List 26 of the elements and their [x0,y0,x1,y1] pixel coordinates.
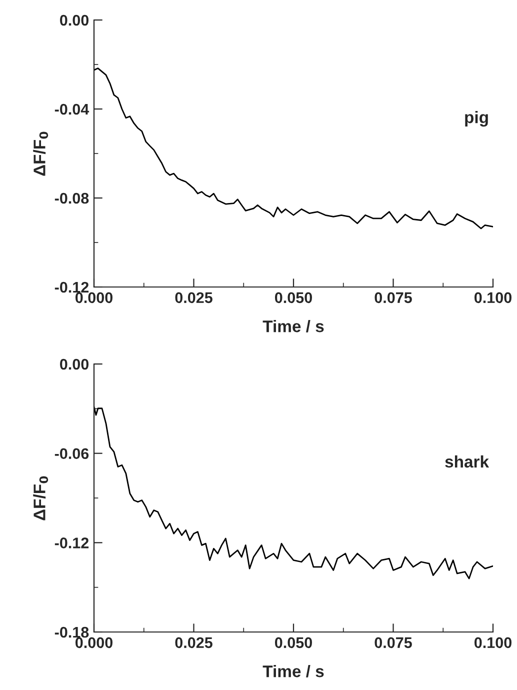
y-axis-title: ΔF/F$_{0}$ [33,476,48,520]
x-tick-label: 0.000 [75,637,112,648]
y-tick-label: -0.12 [54,282,89,293]
x-tick-label: 0.050 [274,637,312,648]
y-tick-label: -0.04 [54,104,90,115]
y-tick-label: -0.18 [54,626,89,638]
line-series [94,406,493,580]
x-tick-label: 0.025 [175,637,212,648]
y-tick-label: 0.00 [60,14,89,26]
x-tick-label: 0.000 [75,292,112,304]
x-axis-title: Time / s [262,320,324,332]
text: pig [465,110,488,127]
x-axis-title: Time / s [262,664,324,678]
y-axis-title: ΔF/F$_{0}$ [33,132,48,176]
line-series [94,68,493,230]
x-tick-label: 0.075 [374,292,412,304]
x-tick-label: 0.100 [474,637,512,648]
y-tick-label: 0.00 [60,358,89,370]
x-tick-label: 0.025 [175,292,212,304]
text: shark [445,455,490,468]
x-tick-label: 0.075 [374,637,412,648]
y-tick-label: -0.12 [54,538,89,548]
x-tick-label: 0.100 [474,292,512,304]
y-tick-label: -0.06 [54,448,89,460]
x-tick-label: 0.050 [274,292,312,304]
y-tick-label: -0.08 [54,192,89,204]
